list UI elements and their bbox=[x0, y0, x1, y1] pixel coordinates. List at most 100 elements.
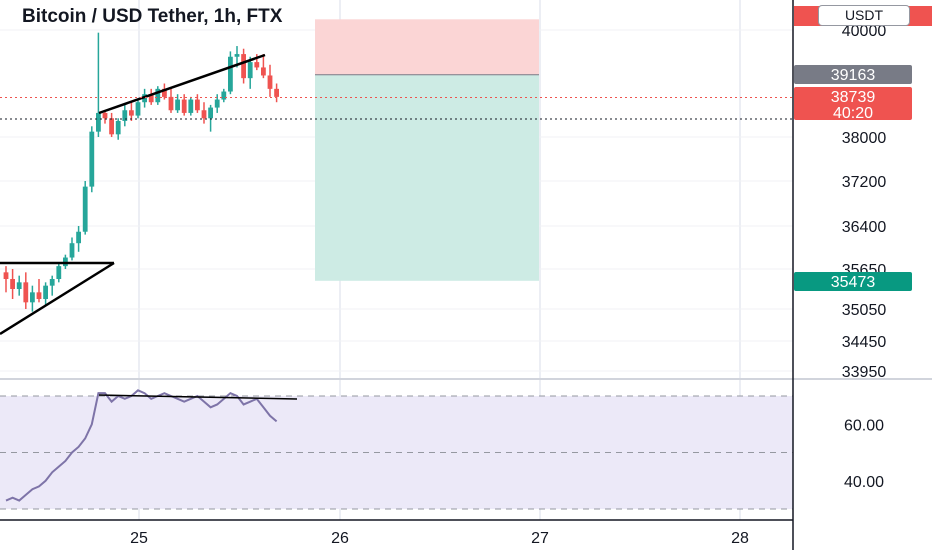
candle bbox=[36, 279, 42, 303]
candle-body bbox=[228, 56, 233, 92]
candle bbox=[267, 64, 273, 97]
candle-body bbox=[69, 243, 75, 258]
candle-body bbox=[49, 279, 55, 286]
candle bbox=[168, 88, 174, 113]
take-profit-zone bbox=[315, 74, 539, 281]
candle-body bbox=[89, 131, 95, 187]
candle-body bbox=[195, 99, 200, 111]
rising-trendline bbox=[98, 53, 266, 115]
candle-body bbox=[76, 231, 81, 244]
target-price-tag bbox=[794, 272, 912, 291]
candle bbox=[30, 285, 35, 312]
candle-body bbox=[201, 110, 207, 119]
candle bbox=[135, 99, 141, 119]
time-tick-label: 25 bbox=[130, 530, 148, 547]
candle-body bbox=[10, 279, 15, 289]
candle-body bbox=[135, 102, 141, 116]
candle bbox=[10, 269, 15, 299]
candle bbox=[195, 94, 200, 113]
candle bbox=[129, 102, 134, 121]
candle bbox=[175, 94, 180, 113]
candle bbox=[96, 32, 101, 137]
candle-body bbox=[3, 272, 9, 279]
candle-body bbox=[96, 112, 101, 132]
candle-body bbox=[221, 91, 227, 100]
candle bbox=[247, 56, 253, 89]
candle-body bbox=[122, 110, 128, 121]
candle bbox=[148, 88, 154, 105]
candle-body bbox=[168, 96, 174, 111]
candle-body bbox=[181, 99, 187, 113]
candle bbox=[201, 102, 207, 124]
candle bbox=[49, 275, 55, 296]
entry-price-label: 39163 bbox=[831, 67, 876, 84]
candle bbox=[241, 48, 246, 84]
countdown-label: 40:20 bbox=[833, 105, 873, 122]
candle bbox=[89, 126, 95, 193]
last-price-label: 38739 bbox=[831, 89, 876, 106]
candle-body bbox=[102, 112, 108, 119]
candle-body bbox=[208, 107, 213, 119]
candle-body bbox=[247, 62, 253, 79]
candle bbox=[221, 88, 227, 103]
candle-body bbox=[43, 285, 48, 299]
candles bbox=[3, 32, 279, 312]
candle bbox=[208, 104, 213, 132]
price-tick-label: 34450 bbox=[842, 334, 887, 351]
candle bbox=[56, 263, 62, 283]
time-tick-label: 27 bbox=[531, 530, 549, 547]
price-tick-label: 37200 bbox=[842, 174, 887, 191]
rsi-tick-label: 40.00 bbox=[844, 474, 884, 491]
candle bbox=[16, 275, 22, 296]
candle bbox=[115, 118, 121, 140]
candle-body bbox=[261, 67, 266, 76]
price-tick-label: 40000 bbox=[842, 23, 887, 40]
candle bbox=[261, 54, 266, 79]
candle bbox=[274, 83, 279, 103]
symbol-title: Bitcoin / USD Tether, 1h, FTX bbox=[22, 6, 283, 27]
candle bbox=[69, 237, 75, 261]
rsi-pane bbox=[0, 378, 932, 510]
price-tick-label: 33950 bbox=[842, 364, 887, 381]
candle-body bbox=[23, 282, 29, 303]
price-axis: 4000038000372003640035650350503445033950… bbox=[792, 0, 932, 550]
candle-body bbox=[30, 292, 35, 303]
time-tick-label: 28 bbox=[731, 530, 749, 547]
entry-price-tag bbox=[794, 65, 912, 84]
candle-body bbox=[188, 99, 194, 113]
candle-body bbox=[214, 99, 220, 108]
currency-selector[interactable]: USDT bbox=[818, 5, 910, 26]
time-tick-label: 26 bbox=[331, 530, 349, 547]
candle bbox=[3, 266, 9, 293]
time-axis: 25 26 27 28 bbox=[0, 519, 793, 547]
candle-body bbox=[129, 110, 134, 116]
candle bbox=[122, 104, 128, 127]
candle bbox=[155, 86, 161, 105]
candle-body bbox=[36, 292, 42, 299]
stop-loss-zone bbox=[315, 19, 539, 75]
candle-body bbox=[162, 88, 167, 97]
rsi-line bbox=[5, 389, 278, 502]
price-tick-label: 35050 bbox=[842, 302, 887, 319]
candle bbox=[214, 94, 220, 113]
candle bbox=[102, 110, 108, 124]
rsi-trendline bbox=[98, 394, 298, 400]
candle-body bbox=[241, 54, 246, 79]
candle-body bbox=[175, 99, 180, 111]
candle-body bbox=[56, 266, 62, 279]
candle bbox=[43, 282, 48, 306]
candle-body bbox=[234, 54, 240, 57]
candle-body bbox=[82, 186, 88, 232]
candle bbox=[76, 226, 81, 252]
candle-body bbox=[109, 118, 114, 135]
support-trendline bbox=[0, 261, 115, 336]
candle bbox=[109, 112, 114, 137]
candle bbox=[23, 272, 29, 309]
candle bbox=[162, 83, 167, 100]
candle-body bbox=[274, 88, 279, 97]
last-price-tag bbox=[794, 87, 912, 120]
target-price-label: 35473 bbox=[831, 274, 876, 291]
candle bbox=[82, 181, 88, 235]
price-tick-label: 38000 bbox=[842, 130, 887, 147]
